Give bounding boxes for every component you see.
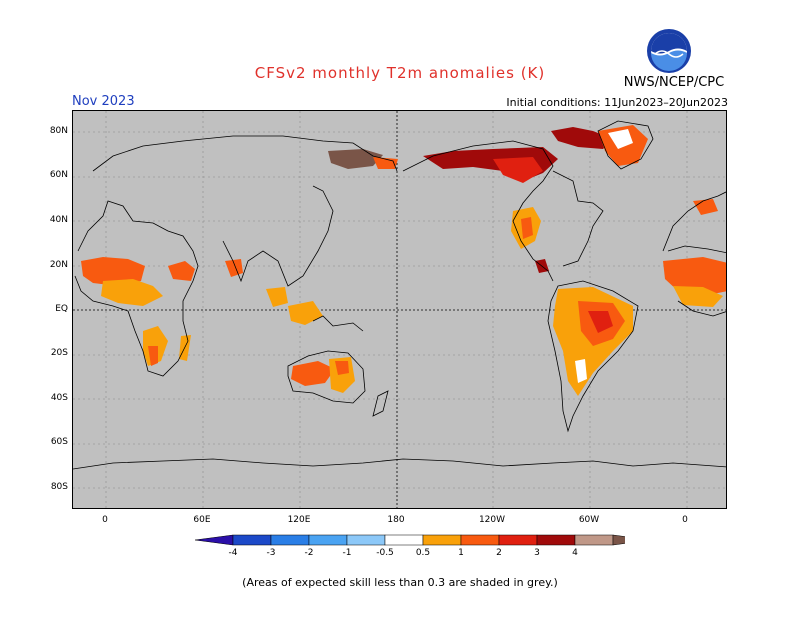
lon-label: 120E bbox=[287, 515, 311, 525]
colorbar-label: 1 bbox=[458, 548, 464, 558]
colorbar-label: 2 bbox=[496, 548, 502, 558]
initial-conditions: Initial conditions: 11Jun2023–20Jun2023 bbox=[506, 96, 728, 109]
colorbar-label: -1 bbox=[342, 548, 352, 558]
footnote: (Areas of expected skill less than 0.3 a… bbox=[242, 576, 558, 589]
map-canvas bbox=[73, 111, 726, 508]
lat-label: 20S bbox=[50, 348, 68, 358]
colorbar-label: -2 bbox=[304, 548, 314, 558]
lat-label: 40N bbox=[49, 215, 68, 225]
lat-label: 20N bbox=[49, 260, 68, 270]
lat-label: 80N bbox=[49, 126, 68, 136]
anomaly-map bbox=[72, 110, 727, 509]
forecast-month: Nov 2023 bbox=[72, 94, 135, 109]
colorbar-swatch bbox=[460, 534, 500, 546]
colorbar-swatch bbox=[308, 534, 348, 546]
colorbar-swatch bbox=[270, 534, 310, 546]
colorbar-swatch bbox=[574, 534, 614, 546]
colorbar-label: 0.5 bbox=[415, 548, 431, 558]
lat-label: EQ bbox=[55, 304, 68, 314]
colorbar-label: 3 bbox=[534, 548, 540, 558]
colorbar-swatch bbox=[422, 534, 462, 546]
lat-label: 40S bbox=[50, 393, 68, 403]
colorbar-label: -3 bbox=[266, 548, 276, 558]
map-title: CFSv2 monthly T2m anomalies (K) bbox=[254, 64, 546, 82]
lon-label: 60E bbox=[193, 515, 211, 525]
lon-label: 180 bbox=[387, 515, 405, 525]
lon-label: 120W bbox=[478, 515, 506, 525]
lat-label: 60S bbox=[50, 437, 68, 447]
colorbar-swatch bbox=[612, 534, 625, 546]
colorbar-swatch bbox=[194, 534, 234, 546]
colorbar-swatch bbox=[498, 534, 538, 546]
colorbar-swatch bbox=[232, 534, 272, 546]
lat-label: 80S bbox=[50, 482, 68, 492]
colorbar-label: 4 bbox=[572, 548, 578, 558]
anomaly-patches bbox=[81, 125, 726, 396]
lon-label: 0 bbox=[682, 515, 688, 525]
coastlines bbox=[73, 120, 726, 470]
colorbar-label: -0.5 bbox=[376, 548, 394, 558]
colorbar-swatch bbox=[384, 534, 424, 546]
colorbar-label: -4 bbox=[228, 548, 238, 558]
colorbar-swatch bbox=[536, 534, 576, 546]
noaa-logo-icon bbox=[647, 29, 691, 73]
lat-label: 60N bbox=[49, 170, 68, 180]
colorbar bbox=[194, 534, 625, 546]
lon-label: 60W bbox=[578, 515, 600, 525]
lon-label: 0 bbox=[102, 515, 108, 525]
agency-label: NWS/NCEP/CPC bbox=[623, 75, 725, 90]
colorbar-swatch bbox=[346, 534, 386, 546]
